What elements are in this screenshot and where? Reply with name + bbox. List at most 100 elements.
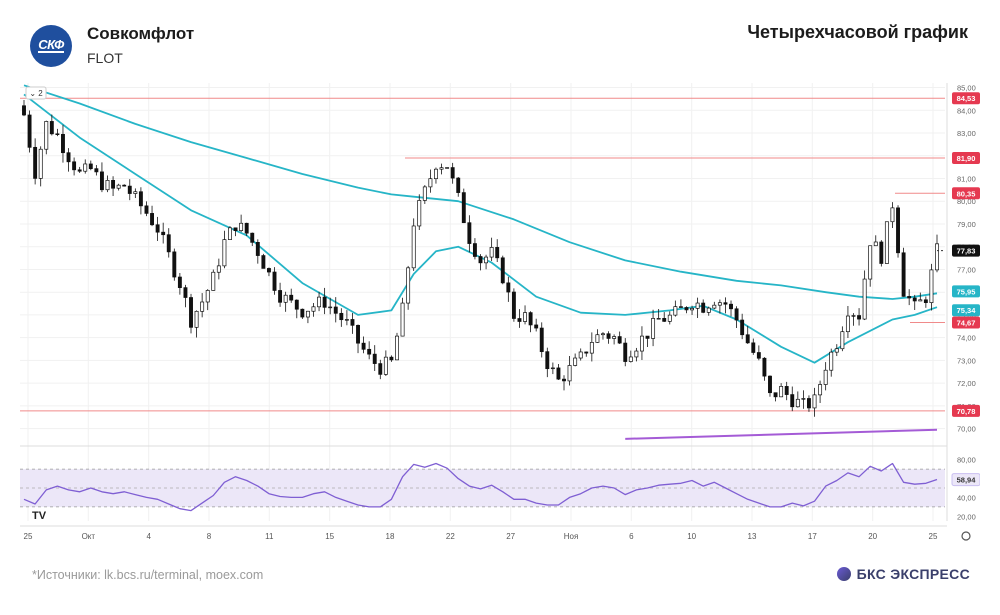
candle-body	[289, 294, 294, 301]
candle-body	[250, 232, 255, 243]
candle-body	[639, 335, 644, 352]
candle-body	[244, 222, 249, 234]
candle-body	[634, 350, 639, 358]
candle-body	[840, 331, 845, 350]
collapse-indicators-button[interactable]	[25, 86, 47, 100]
chart-area[interactable]: 70,0071,0072,0073,0074,0075,0076,0077,00…	[20, 83, 981, 548]
candle-body	[601, 333, 605, 336]
brand: БКС ЭКСПРЕСС	[836, 566, 970, 582]
candle-body	[818, 384, 823, 396]
rsi-y-tick-label: 40,00	[957, 493, 976, 502]
candle-body	[595, 334, 600, 343]
candle-body	[116, 184, 121, 189]
candle-body	[851, 315, 856, 317]
candle-body	[189, 297, 193, 328]
candle-body	[133, 191, 138, 194]
candle-body	[22, 105, 26, 116]
candle-body	[918, 299, 923, 302]
candle-body	[562, 378, 566, 382]
candle-body	[216, 265, 221, 273]
candle-body	[38, 148, 43, 179]
candle-body	[255, 242, 260, 256]
candle-body	[768, 375, 772, 394]
trend-line	[625, 428, 938, 440]
candle-body	[138, 191, 143, 207]
candle-body	[589, 342, 594, 354]
candle-body	[901, 252, 906, 297]
candle-body	[489, 247, 494, 258]
candle-body	[177, 276, 182, 288]
chart-title: Четырехчасовой график	[747, 22, 968, 42]
x-tick-label: 20	[868, 532, 877, 541]
candle-body	[773, 392, 778, 398]
level-tag-label: 80,35	[957, 189, 976, 198]
x-tick-label: 18	[386, 532, 395, 541]
logo-text: СКФ	[38, 37, 64, 53]
sources-prefix: *Источники:	[32, 568, 105, 582]
level-tag	[952, 316, 980, 329]
rsi-value-label: 58,94	[957, 476, 977, 485]
candle-body	[567, 365, 572, 382]
candle-body	[729, 303, 733, 310]
candle-body	[44, 121, 49, 150]
sources-note: *Источники: lk.bcs.ru/terminal, moex.com	[32, 568, 263, 582]
rsi-y-tick-label: 20,00	[957, 512, 976, 521]
candle-body	[378, 363, 383, 375]
candle-body	[823, 369, 828, 385]
candle-body	[695, 302, 700, 309]
sources-sep: ,	[198, 568, 206, 582]
candle-body	[155, 224, 160, 233]
candle-body	[66, 152, 71, 163]
candle-body	[706, 307, 711, 313]
candle-body	[99, 171, 104, 191]
candle-body	[456, 177, 461, 193]
source-link-bcs[interactable]: lk.bcs.ru/terminal	[104, 568, 199, 582]
level-tag-label: 74,67	[957, 318, 976, 327]
rsi-line	[23, 462, 938, 512]
candle-body	[406, 267, 411, 304]
candle-body	[523, 312, 527, 322]
candle-body	[857, 315, 862, 320]
candle-body	[539, 327, 544, 353]
candle-body	[150, 213, 154, 226]
settings-gear-icon[interactable]	[961, 531, 971, 541]
candle-body	[528, 312, 533, 326]
candle-body	[478, 256, 483, 264]
source-link-moex[interactable]: moex.com	[205, 568, 264, 582]
candle-body	[935, 243, 939, 271]
candle-body	[573, 357, 578, 366]
candle-body	[606, 333, 611, 339]
candle-body	[395, 335, 399, 361]
level-tag-label: 70,78	[957, 407, 976, 416]
candle-body	[845, 315, 850, 333]
candle-body	[83, 163, 88, 172]
candle-body	[472, 243, 477, 257]
header: СКФ Совкомфлот FLOT Четырехчасовой графи…	[0, 0, 1000, 80]
candle-body	[467, 222, 472, 244]
candle-body	[222, 239, 227, 267]
candle-body	[929, 269, 934, 303]
candle-body	[72, 161, 77, 171]
y-tick-label: 84,00	[957, 106, 976, 115]
candle-body	[88, 163, 93, 170]
candle-body	[584, 351, 589, 354]
y-tick-label: 81,00	[957, 175, 976, 184]
y-tick-label: 79,00	[957, 220, 976, 229]
candle-body	[884, 221, 889, 264]
candle-body	[712, 304, 717, 309]
candle-body	[807, 398, 811, 409]
x-tick-label: 4	[146, 532, 151, 541]
candle-body	[734, 308, 739, 321]
candle-body	[205, 290, 210, 303]
candle-body	[690, 307, 694, 311]
price-chart-svg[interactable]: 70,0071,0072,0073,0074,0075,0076,0077,00…	[20, 83, 981, 548]
y-tick-label: 70,00	[957, 425, 976, 434]
candle-body	[144, 205, 149, 214]
candle-body	[55, 133, 60, 135]
candle-body	[756, 352, 761, 359]
candle-body	[461, 192, 466, 224]
candle-body	[278, 290, 283, 303]
candle-body	[829, 351, 834, 371]
candle-body	[834, 348, 839, 353]
company-name: Совкомфлот	[87, 24, 195, 43]
